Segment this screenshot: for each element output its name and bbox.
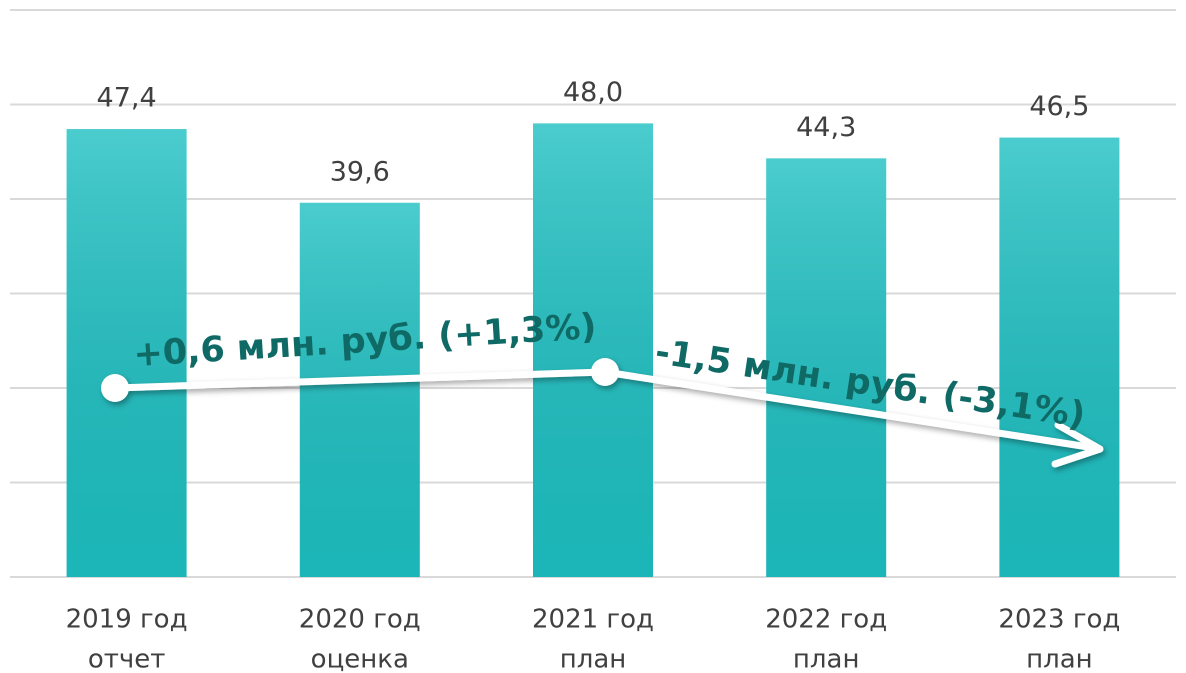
bar-shade: [533, 123, 653, 578]
x-tick-label: 2023 год: [998, 605, 1120, 635]
trend-arrow: [101, 358, 1104, 468]
bar-shade: [66, 129, 187, 577]
x-tick-label: 2019 год: [66, 605, 188, 635]
x-tick-label: план: [1026, 645, 1093, 673]
x-tick-label: 2021 год: [532, 605, 654, 635]
x-tick-label: 2020 год: [299, 605, 421, 635]
data-label: 48,0: [563, 77, 623, 108]
bar-shade: [766, 158, 887, 578]
data-label: 46,5: [1029, 91, 1089, 122]
data-label: 39,6: [330, 156, 390, 187]
x-tick-label: отчет: [88, 645, 166, 673]
x-tick-label: оценка: [311, 645, 409, 673]
x-tick-label: 2022 год: [765, 605, 887, 635]
data-label: 44,3: [796, 112, 856, 143]
bar-shade: [299, 202, 420, 577]
x-tick-label: план: [560, 645, 627, 673]
data-label: 47,4: [97, 83, 157, 114]
bar-shade: [999, 137, 1120, 577]
x-tick-label: план: [793, 645, 860, 673]
